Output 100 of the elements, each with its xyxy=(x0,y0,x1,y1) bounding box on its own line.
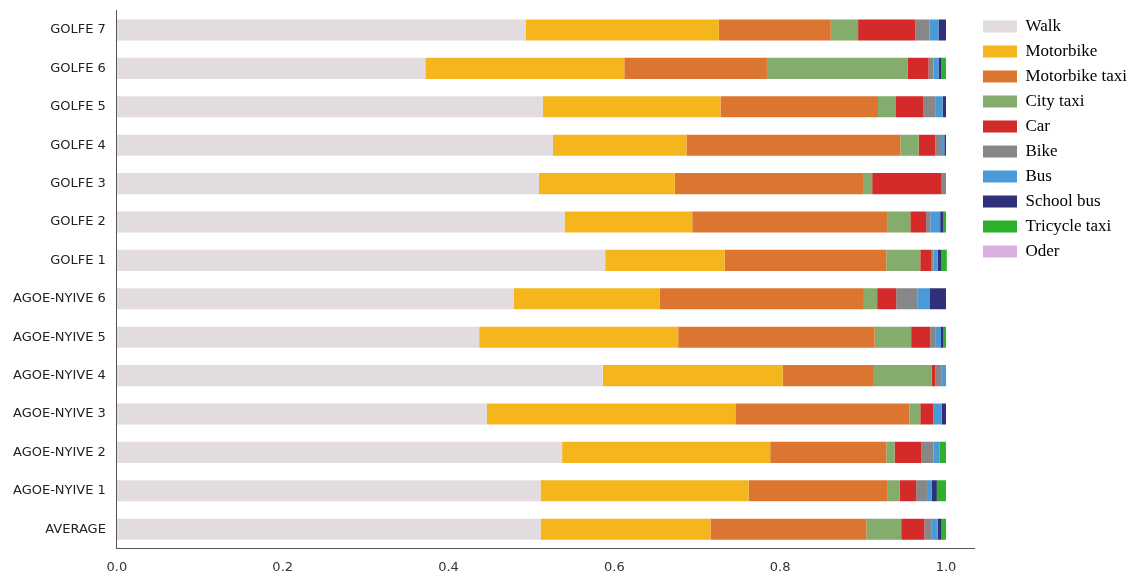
bar xyxy=(116,441,563,463)
bar xyxy=(538,173,675,195)
bar xyxy=(933,403,942,425)
x-tick-label: 0.0 xyxy=(106,558,128,574)
bar xyxy=(935,365,942,387)
bar xyxy=(863,173,873,195)
bar xyxy=(116,19,526,41)
x-tick-label: 0.2 xyxy=(272,558,294,574)
bar xyxy=(116,480,541,502)
bar xyxy=(686,134,901,156)
bar xyxy=(931,480,937,502)
bar xyxy=(941,173,946,195)
bar xyxy=(720,96,878,118)
bar xyxy=(935,326,941,348)
bar xyxy=(863,288,878,310)
bar xyxy=(910,211,927,233)
bar xyxy=(938,19,946,41)
bar xyxy=(911,326,931,348)
bar xyxy=(674,173,864,195)
bar xyxy=(921,441,934,463)
bar xyxy=(937,249,941,271)
y-tick-label: AGOE-NYIVE 4 xyxy=(12,366,106,382)
bar xyxy=(915,19,930,41)
bar xyxy=(941,57,946,79)
bar xyxy=(858,19,916,41)
bar xyxy=(929,288,946,310)
bar xyxy=(933,57,939,79)
bar xyxy=(116,96,544,118)
bar xyxy=(562,441,771,463)
bar xyxy=(552,134,687,156)
bar xyxy=(543,96,721,118)
y-tick-label: GOLFE 4 xyxy=(50,136,106,152)
bar xyxy=(928,57,934,79)
bar xyxy=(735,403,910,425)
bar xyxy=(602,365,783,387)
bar xyxy=(931,365,936,387)
bar xyxy=(931,249,934,271)
bar xyxy=(116,57,426,79)
bar xyxy=(935,96,943,118)
bar xyxy=(116,365,603,387)
bar xyxy=(486,403,736,425)
bar xyxy=(116,134,553,156)
x-tick-label: 1.0 xyxy=(935,558,957,574)
bar xyxy=(718,19,831,41)
bar xyxy=(872,173,941,195)
bar xyxy=(926,211,931,233)
y-tick-label: AGOE-NYIVE 2 xyxy=(12,443,106,459)
bar xyxy=(766,57,908,79)
bar xyxy=(909,403,921,425)
bar xyxy=(116,518,541,540)
y-tick-label: GOLFE 5 xyxy=(50,98,106,114)
bar xyxy=(933,249,938,271)
bar xyxy=(935,134,941,156)
y-tick-label: AVERAGE xyxy=(45,520,106,536)
legend-label: Tricycle taxi xyxy=(1025,215,1112,235)
y-tick-label: GOLFE 6 xyxy=(50,59,106,75)
bar xyxy=(930,211,941,233)
bar xyxy=(899,480,917,502)
bar xyxy=(678,326,875,348)
bar xyxy=(479,326,679,348)
bar xyxy=(942,96,946,118)
bar xyxy=(116,326,480,348)
bar xyxy=(782,365,874,387)
bar xyxy=(116,288,515,310)
y-tick-label: GOLFE 3 xyxy=(50,174,106,190)
bar xyxy=(514,288,660,310)
x-tick-label: 0.4 xyxy=(438,558,459,574)
bar xyxy=(917,288,930,310)
bar xyxy=(886,249,921,271)
bar xyxy=(926,480,932,502)
bar xyxy=(941,249,947,271)
bar xyxy=(116,403,487,425)
bar xyxy=(900,134,919,156)
y-tick-label: AGOE-NYIVE 6 xyxy=(12,290,106,306)
bar xyxy=(887,211,911,233)
bar xyxy=(894,441,922,463)
legend-label: Motorbike xyxy=(1025,40,1098,60)
bar xyxy=(886,441,895,463)
bar xyxy=(895,96,924,118)
bar xyxy=(866,518,902,540)
bar xyxy=(930,326,936,348)
y-tick-label: AGOE-NYIVE 3 xyxy=(12,405,106,421)
bar xyxy=(941,403,946,425)
bar xyxy=(116,211,565,233)
legend-label: Bike xyxy=(1025,140,1058,160)
legend-label: Bus xyxy=(1025,165,1052,185)
bar xyxy=(924,518,932,540)
bar xyxy=(425,57,625,79)
y-tick-label: GOLFE 7 xyxy=(50,21,106,37)
bar xyxy=(748,480,888,502)
y-tick-label: AGOE-NYIVE 1 xyxy=(12,482,106,498)
bar xyxy=(830,19,859,41)
bar xyxy=(724,249,887,271)
bar xyxy=(939,441,946,463)
y-tick-label: GOLFE 1 xyxy=(50,251,106,267)
bar xyxy=(936,480,946,502)
bar xyxy=(918,134,936,156)
legend-label: Motorbike taxi xyxy=(1025,65,1128,85)
bar xyxy=(692,211,888,233)
bar xyxy=(116,173,539,195)
